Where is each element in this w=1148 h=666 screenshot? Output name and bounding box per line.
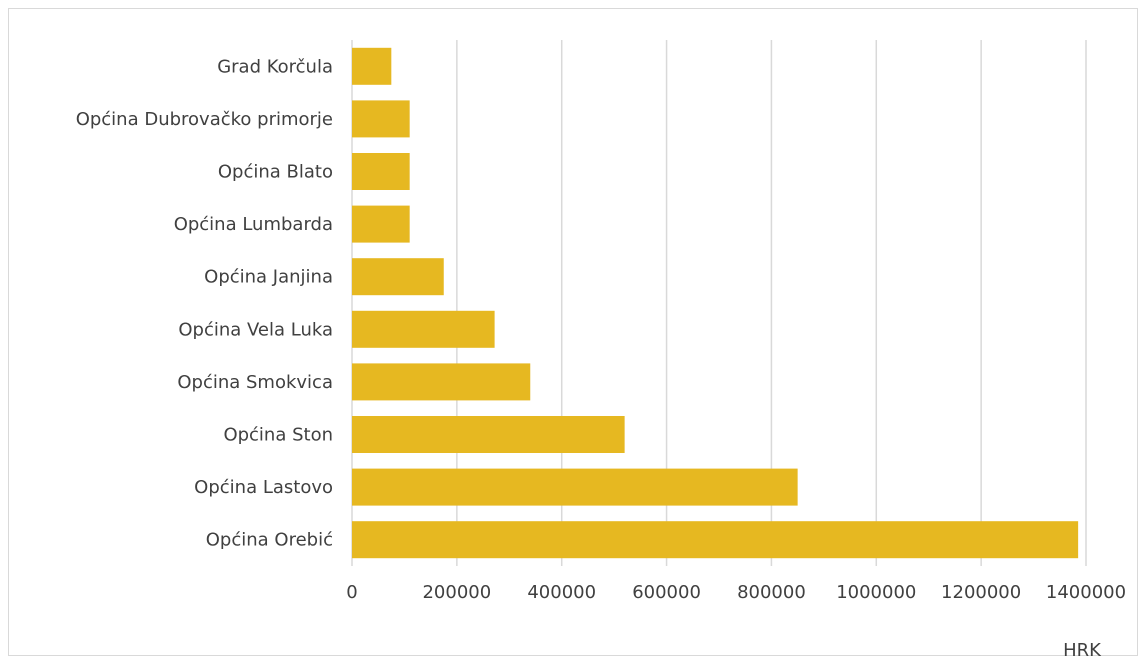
bar: [352, 258, 444, 296]
bar: [352, 521, 1079, 559]
bar: [352, 205, 410, 243]
bar: [352, 416, 625, 453]
category-label: Općina Vela Luka: [178, 319, 333, 340]
bar: [352, 310, 495, 348]
category-label: Općina Lumbarda: [174, 214, 333, 235]
x-tick-label: 200000: [422, 582, 491, 603]
x-tick-label: 1000000: [836, 582, 916, 603]
category-label: Općina Janjina: [204, 267, 333, 288]
bar: [352, 363, 531, 401]
category-label: Grad Korčula: [217, 56, 333, 77]
x-tick-label: 400000: [527, 582, 596, 603]
x-tick-label: 0: [346, 582, 357, 603]
category-label: Općina Lastovo: [194, 477, 333, 498]
bars: [352, 47, 1079, 559]
x-tick-labels: 0 200000 400000 600000 800000 1000000 1200000 1…: [346, 582, 1126, 603]
x-tick-label: 600000: [632, 582, 701, 603]
category-label: Općina Smokvica: [177, 372, 333, 393]
category-label: Općina Dubrovačko primorje: [76, 109, 333, 130]
bar: [352, 100, 410, 138]
x-tick-label: 1200000: [941, 582, 1021, 603]
category-label: Općina Blato: [218, 162, 333, 183]
x-axis-title: HRK: [1063, 640, 1102, 661]
category-label: Općina Orebić: [206, 530, 333, 551]
bar: [352, 468, 798, 506]
category-labels: Grad Korčula Općina Dubrovačko primorje Op…: [76, 56, 333, 550]
category-label: Općina Ston: [223, 425, 333, 446]
bar: [352, 47, 392, 85]
bar: [352, 153, 410, 190]
x-tick-label: 800000: [737, 582, 806, 603]
x-tick-label: 1400000: [1046, 582, 1126, 603]
